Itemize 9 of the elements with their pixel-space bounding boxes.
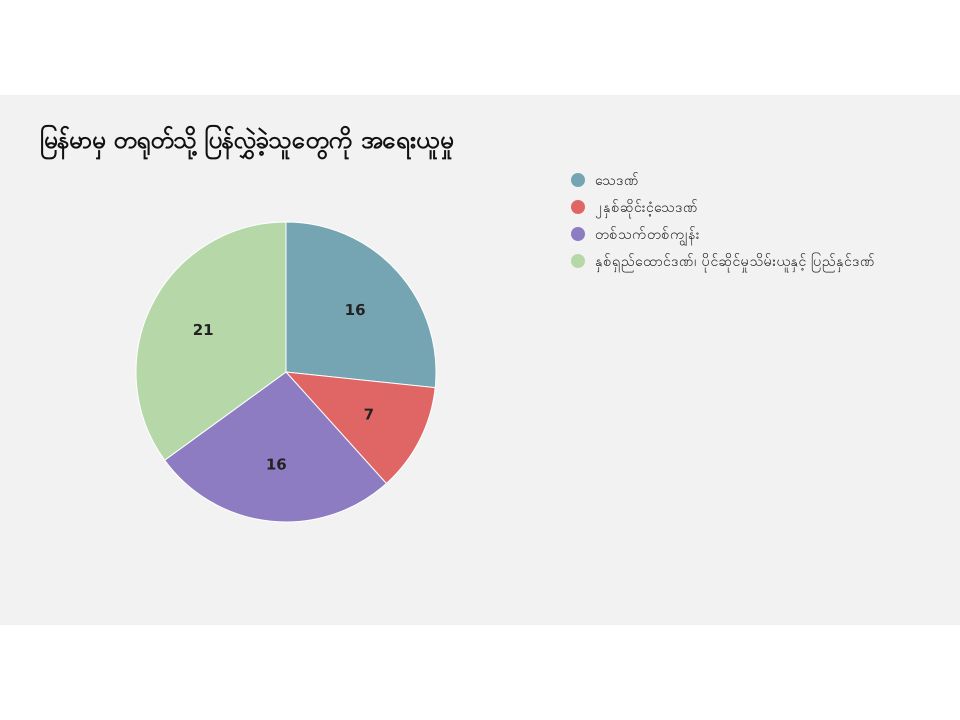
data-label: 16 xyxy=(344,301,366,320)
legend-label: တစ်သက်တစ်ကျွန်း xyxy=(595,226,700,246)
legend-label: ၂နှစ်ဆိုင်းငံ့သေဒဏ် xyxy=(595,200,698,218)
data-label: 7 xyxy=(364,405,374,424)
data-label: 16 xyxy=(266,456,287,474)
chart-title: မြန်မာမှ တရုတ်သို့ ပြန်လွှဲခဲ့သူတွေကို အရေးယူမှု xyxy=(40,124,454,160)
legend-label: သေဒဏ် xyxy=(595,172,639,189)
data-label: 21 xyxy=(192,321,214,340)
legend-label: နှစ်ရှည်ထောင်ဒဏ်၊ ပိုင်ဆိုင်မှုသိမ်းယူနှင့် ပြည်နှင်ဒဏ် xyxy=(595,252,875,272)
